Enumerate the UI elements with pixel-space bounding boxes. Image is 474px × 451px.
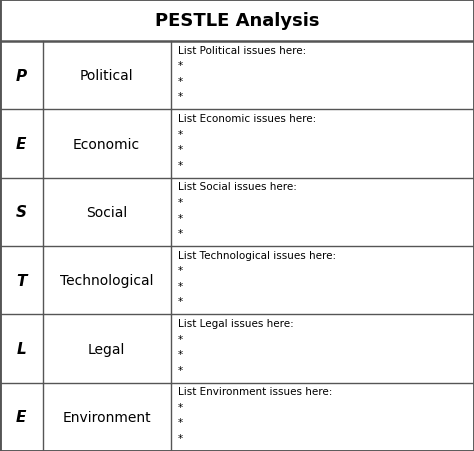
Text: List Social issues here:
*
*
*: List Social issues here: * * *: [178, 182, 297, 239]
Text: Environment: Environment: [63, 410, 151, 424]
Text: S: S: [16, 205, 27, 220]
Text: Technological: Technological: [60, 274, 154, 288]
Text: List Legal issues here:
*
*
*: List Legal issues here: * * *: [178, 318, 293, 375]
Text: Legal: Legal: [88, 342, 125, 356]
Text: List Economic issues here:
*
*
*: List Economic issues here: * * *: [178, 114, 316, 170]
Text: Political: Political: [80, 69, 134, 83]
Text: List Technological issues here:
*
*
*: List Technological issues here: * * *: [178, 250, 336, 307]
Text: E: E: [16, 410, 27, 424]
Text: T: T: [16, 273, 27, 288]
Text: PESTLE Analysis: PESTLE Analysis: [155, 12, 319, 30]
Text: List Political issues here:
*
*
*: List Political issues here: * * *: [178, 46, 306, 102]
Text: Economic: Economic: [73, 137, 140, 151]
Text: List Environment issues here:
*
*
*: List Environment issues here: * * *: [178, 387, 332, 443]
Text: Social: Social: [86, 205, 128, 219]
Text: P: P: [16, 69, 27, 83]
Text: L: L: [17, 341, 26, 356]
Text: E: E: [16, 137, 27, 152]
